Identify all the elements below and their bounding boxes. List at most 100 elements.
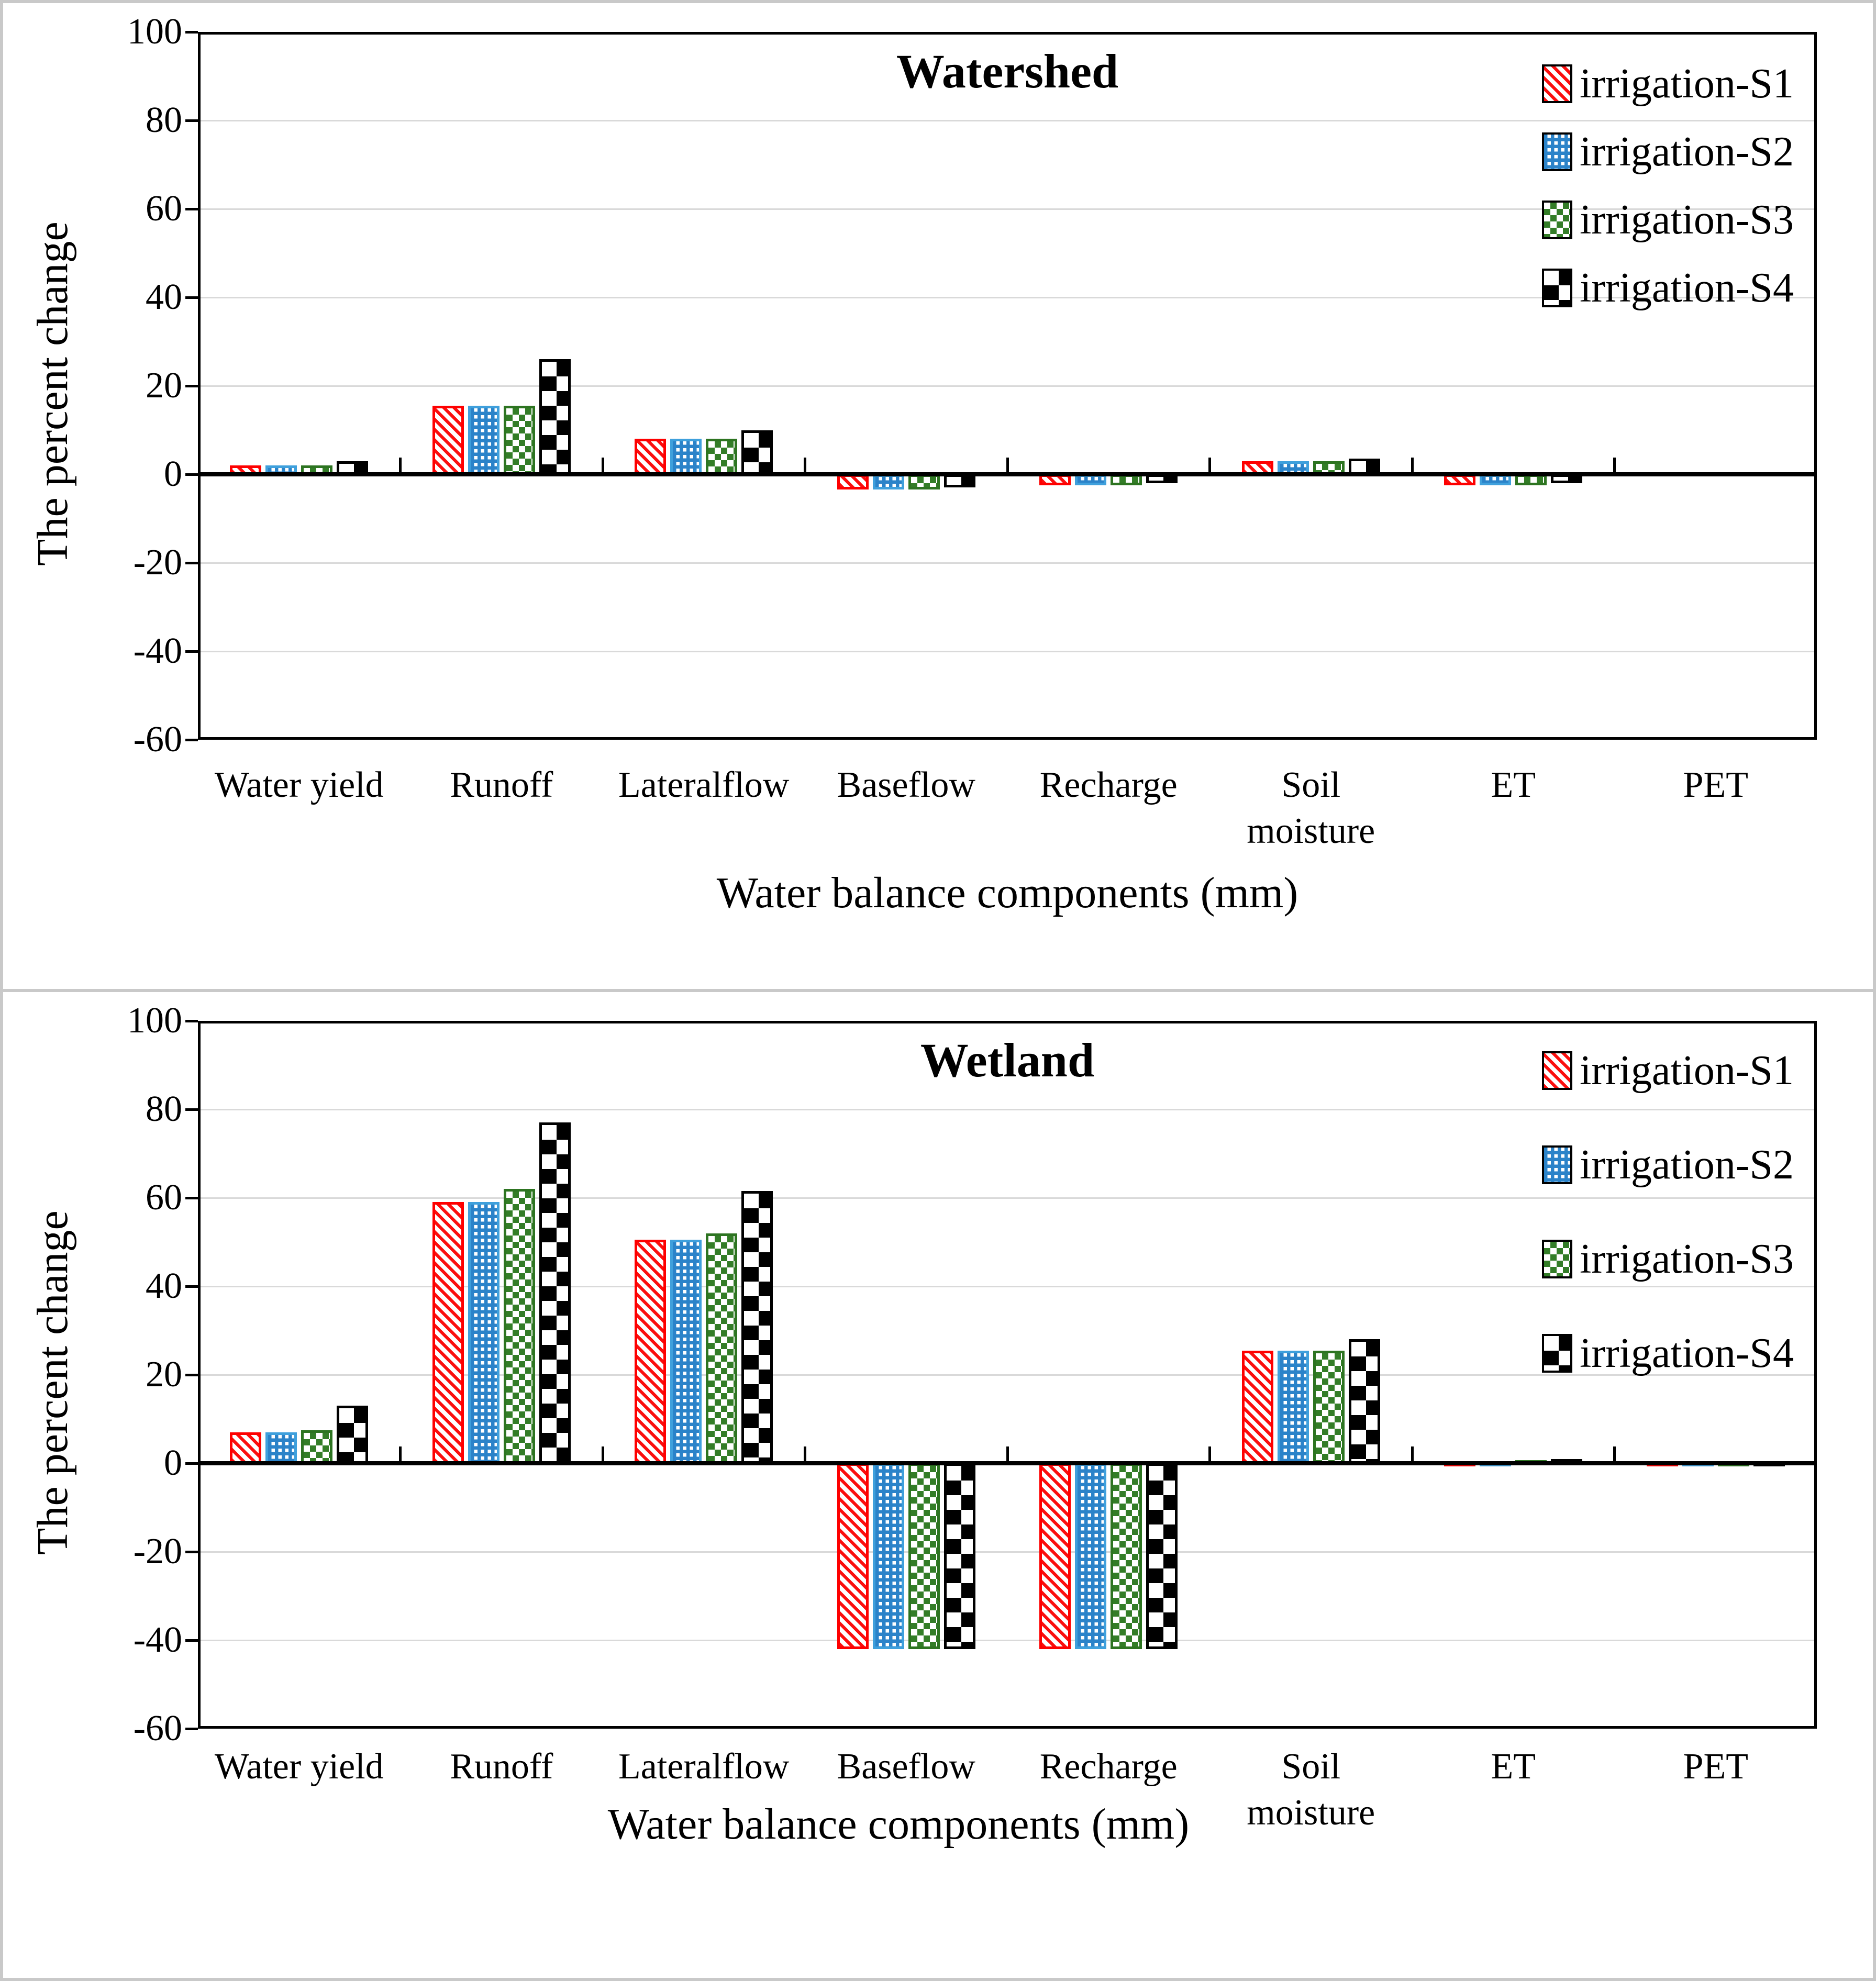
bar bbox=[468, 406, 499, 476]
y-axis-tick bbox=[185, 738, 198, 741]
category-tick bbox=[1613, 458, 1616, 474]
legend-swatch-irrigation-S2 bbox=[1542, 1145, 1573, 1184]
y-tick-label: -20 bbox=[133, 1531, 182, 1572]
y-axis-tick bbox=[185, 1285, 198, 1288]
x-category-label-line2: moisture bbox=[1247, 811, 1375, 851]
bar bbox=[943, 1463, 975, 1649]
bar bbox=[908, 1463, 940, 1649]
category-tick bbox=[1411, 1446, 1414, 1463]
legend-item: irrigation-S3 bbox=[1542, 197, 1794, 243]
chart-title: Watershed bbox=[896, 44, 1119, 98]
x-category-label: ET bbox=[1491, 1746, 1536, 1787]
bar bbox=[635, 439, 667, 476]
wetland-chart-panel: Wetland The percent change Water balance… bbox=[3, 989, 1873, 1978]
legend-item: irrigation-S1 bbox=[1542, 1048, 1794, 1094]
bar bbox=[1277, 1350, 1309, 1465]
y-axis-tick bbox=[185, 1462, 198, 1465]
y-tick-label: -40 bbox=[133, 1620, 182, 1660]
legend-swatch-irrigation-S4 bbox=[1542, 1334, 1573, 1373]
y-axis-tick bbox=[185, 650, 198, 653]
plot-border bbox=[198, 1021, 1817, 1729]
y-tick-label: 60 bbox=[146, 188, 182, 229]
y-axis-tick bbox=[185, 1019, 198, 1022]
legend-item: irrigation-S2 bbox=[1542, 129, 1794, 175]
plot-area bbox=[185, 1019, 1817, 1730]
y-gridline bbox=[198, 1551, 1817, 1553]
category-tick bbox=[804, 1446, 806, 1463]
y-tick-label: 60 bbox=[146, 1177, 182, 1218]
y-tick-label: 100 bbox=[127, 12, 182, 52]
x-category-label: Recharge bbox=[1039, 1746, 1178, 1787]
bar bbox=[1480, 474, 1512, 485]
bar bbox=[837, 1463, 869, 1649]
y-tick-label: 80 bbox=[146, 100, 182, 140]
legend: irrigation-S1 irrigation-S2 irrigation-S3 i… bbox=[1542, 61, 1794, 337]
y-axis-tick bbox=[185, 1108, 198, 1111]
y-axis-tick bbox=[185, 207, 198, 210]
plot-border bbox=[198, 32, 1817, 740]
x-category-label: PET bbox=[1683, 1746, 1748, 1787]
legend-label: irrigation-S1 bbox=[1580, 1048, 1794, 1094]
bar bbox=[1241, 1350, 1273, 1465]
y-tick-label: 0 bbox=[164, 1443, 182, 1483]
y-gridline bbox=[198, 119, 1817, 121]
legend-item: irrigation-S1 bbox=[1542, 61, 1794, 107]
x-category-label: ET bbox=[1491, 765, 1536, 805]
category-tick bbox=[399, 458, 402, 474]
bar bbox=[670, 439, 702, 476]
y-axis-tick bbox=[185, 1639, 198, 1642]
y-tick-label: -60 bbox=[133, 1708, 182, 1749]
legend-item: irrigation-S4 bbox=[1542, 1332, 1794, 1374]
legend-item: irrigation-S3 bbox=[1542, 1238, 1794, 1280]
category-tick bbox=[804, 458, 806, 474]
y-tick-label: 80 bbox=[146, 1089, 182, 1129]
category-tick bbox=[399, 1446, 402, 1463]
bar bbox=[741, 1191, 773, 1465]
y-axis-tick bbox=[185, 561, 198, 564]
x-category-label: Recharge bbox=[1039, 765, 1178, 805]
y-axis-tick bbox=[185, 119, 198, 122]
y-axis-tick bbox=[185, 1373, 198, 1376]
category-tick bbox=[1613, 1446, 1616, 1463]
y-axis-tick bbox=[185, 473, 198, 476]
chart-title: Wetland bbox=[920, 1033, 1095, 1087]
legend-item: irrigation-S4 bbox=[1542, 265, 1794, 311]
legend-item: irrigation-S2 bbox=[1542, 1144, 1794, 1186]
legend-label: irrigation-S4 bbox=[1580, 265, 1794, 311]
plot-area bbox=[185, 30, 1817, 741]
watershed-chart-panel: Watershed The percent change Water balan… bbox=[3, 3, 1873, 989]
bar bbox=[1313, 1350, 1345, 1465]
y-axis-tick bbox=[185, 1196, 198, 1199]
legend-label: irrigation-S3 bbox=[1580, 197, 1794, 243]
bar bbox=[943, 474, 975, 488]
bar bbox=[670, 1240, 702, 1465]
y-axis-tick bbox=[185, 1727, 198, 1730]
legend-label: irrigation-S1 bbox=[1580, 61, 1794, 107]
category-tick bbox=[1208, 458, 1211, 474]
bar bbox=[1348, 1339, 1380, 1465]
y-tick-label: -60 bbox=[133, 719, 182, 760]
bar bbox=[230, 1432, 262, 1465]
category-tick bbox=[1006, 1446, 1009, 1463]
bar bbox=[265, 1432, 297, 1465]
category-tick bbox=[601, 458, 604, 474]
x-category-label: Lateralflow bbox=[618, 1746, 790, 1787]
y-tick-label: 100 bbox=[127, 1000, 182, 1041]
y-tick-label: -20 bbox=[133, 542, 182, 583]
y-axis-tick bbox=[185, 384, 198, 387]
x-category-label: Water yield bbox=[214, 765, 384, 805]
x-category-label: Runoff bbox=[450, 765, 553, 805]
y-tick-label: 20 bbox=[146, 1354, 182, 1395]
x-category-label-line2: moisture bbox=[1247, 1793, 1375, 1833]
x-category-label: Runoff bbox=[450, 1746, 553, 1787]
x-axis-zero-line bbox=[198, 1461, 1817, 1465]
legend-label: irrigation-S2 bbox=[1580, 129, 1794, 175]
y-tick-label: -40 bbox=[133, 631, 182, 671]
y-gridline bbox=[198, 1108, 1817, 1110]
x-category-label: Water yield bbox=[214, 1746, 384, 1787]
bar bbox=[635, 1240, 667, 1465]
y-gridline bbox=[198, 296, 1817, 298]
bar bbox=[706, 439, 738, 476]
category-tick bbox=[1006, 458, 1009, 474]
